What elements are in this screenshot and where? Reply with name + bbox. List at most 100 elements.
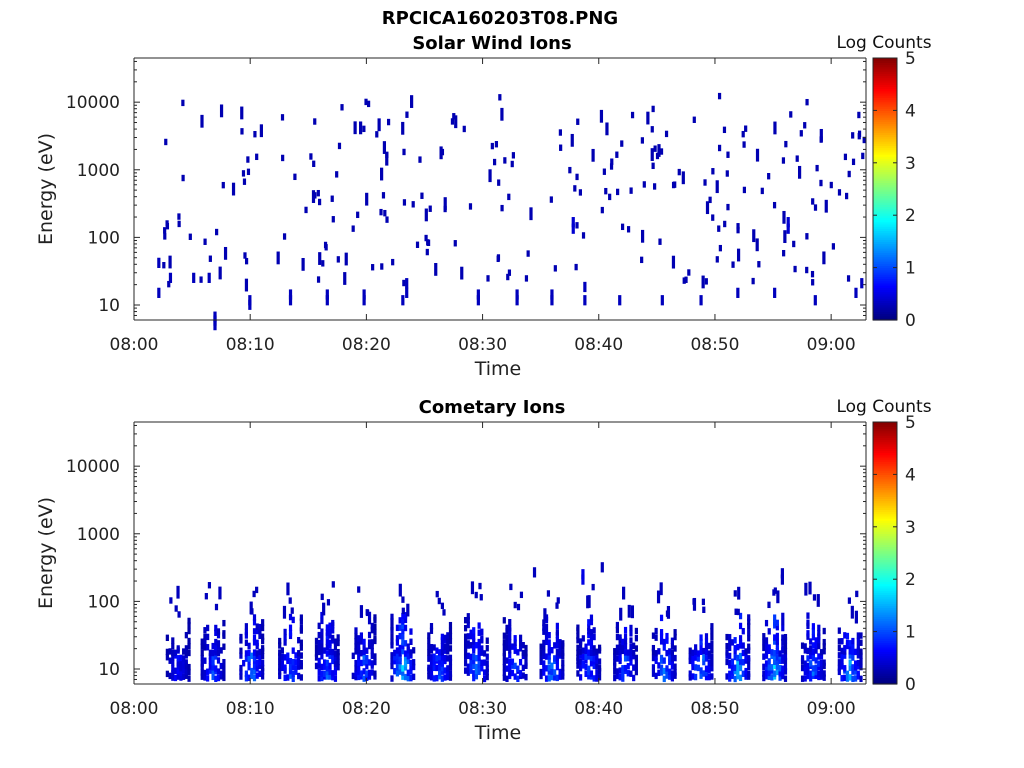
heatmap-cell — [440, 643, 444, 650]
heatmap-cell — [239, 652, 243, 659]
heatmap-cell — [595, 653, 599, 661]
colorbar-band — [873, 498, 897, 502]
heatmap-cell — [704, 655, 709, 662]
heatmap-cell — [555, 649, 559, 656]
heatmap-cell — [331, 581, 335, 588]
heatmap-cell — [502, 617, 506, 624]
heatmap-cell — [733, 668, 737, 675]
heatmap-cell — [773, 287, 777, 298]
colorbar-band — [873, 485, 897, 489]
heatmap-cell — [800, 658, 805, 665]
colorbar-band — [873, 267, 897, 271]
heatmap-cell — [688, 647, 692, 654]
colorbar-band — [873, 533, 897, 537]
colorbar-band — [873, 432, 897, 436]
heatmap-cell — [403, 673, 408, 681]
colorbar-band — [873, 84, 897, 87]
heatmap-cell — [558, 650, 562, 657]
heatmap-cell — [803, 643, 807, 650]
heatmap-cell — [848, 659, 852, 666]
heatmap-cell — [859, 663, 863, 671]
heatmap-cell — [843, 632, 847, 639]
heatmap-cell — [670, 637, 674, 644]
heatmap-cell — [576, 644, 580, 652]
colorbar-band — [873, 230, 897, 234]
colorbar-band — [873, 618, 897, 622]
heatmap-cell — [331, 648, 335, 656]
heatmap-cell — [500, 204, 504, 212]
heatmap-cell — [317, 198, 322, 206]
heatmap-cell — [764, 637, 769, 644]
heatmap-cell — [711, 214, 715, 221]
colorbar-band — [873, 622, 897, 626]
heatmap-cell — [331, 657, 335, 665]
heatmap-cell — [550, 289, 554, 300]
heatmap-cell — [168, 272, 173, 283]
heatmap-cell — [814, 637, 818, 644]
heatmap-cell — [681, 171, 685, 185]
heatmap-cell — [440, 654, 444, 661]
heatmap-cell — [819, 665, 824, 672]
heatmap-cell — [707, 642, 711, 650]
heatmap-cell — [733, 637, 737, 644]
y-axis-label: Energy (eV) — [35, 497, 57, 609]
heatmap-cell — [424, 234, 428, 242]
heatmap-cell — [252, 619, 257, 626]
heatmap-cell — [668, 654, 672, 661]
heatmap-cell — [762, 633, 766, 640]
colorbar-tick-label: 5 — [905, 49, 916, 69]
heatmap-cell — [767, 628, 771, 635]
heatmap-cell — [702, 658, 706, 666]
heatmap-cell — [853, 648, 858, 656]
heatmap-cell — [587, 624, 591, 631]
colorbar-band — [873, 125, 897, 129]
heatmap-cell — [359, 670, 363, 677]
heatmap-cell — [816, 594, 820, 607]
heatmap-cell — [278, 642, 282, 649]
heatmap-cell — [634, 645, 638, 652]
colorbar-band — [873, 507, 897, 510]
heatmap-cell — [847, 597, 852, 604]
heatmap-cell — [542, 619, 546, 626]
heatmap-cell — [822, 251, 826, 265]
heatmap-cell — [723, 220, 727, 228]
heatmap-cell — [733, 664, 737, 671]
heatmap-cell — [513, 644, 517, 651]
heatmap-cell — [843, 652, 847, 659]
heatmap-cell — [668, 668, 672, 675]
heatmap-cell — [819, 136, 823, 143]
heatmap-cell — [670, 649, 674, 656]
heatmap-cell — [694, 648, 698, 656]
heatmap-cell — [278, 672, 282, 680]
heatmap-cell — [694, 644, 698, 651]
heatmap-cell — [613, 668, 617, 675]
heatmap-cell — [364, 98, 368, 106]
colorbar-band — [873, 465, 897, 469]
heatmap-cell — [583, 281, 587, 293]
heatmap-cell — [206, 668, 210, 675]
heatmap-cell — [810, 270, 815, 278]
heatmap-cell — [177, 220, 181, 228]
heatmap-cell — [778, 665, 782, 672]
heatmap-cell — [508, 652, 512, 659]
heatmap-cell — [806, 672, 810, 680]
heatmap-cell — [448, 654, 453, 662]
heatmap-cell — [446, 632, 450, 639]
colorbar-band — [873, 234, 897, 238]
colorbar-band — [873, 528, 897, 532]
heatmap-cell — [775, 632, 779, 640]
heatmap-cell — [773, 662, 777, 670]
heatmap-cell — [448, 627, 453, 635]
heatmap-cell — [320, 674, 324, 682]
heatmap-cell — [781, 634, 785, 641]
heatmap-cell — [694, 673, 698, 681]
panel-title: Cometary Ions — [419, 397, 566, 418]
colorbar-band — [873, 544, 897, 548]
heatmap-cell — [764, 652, 769, 659]
heatmap-cell — [764, 642, 769, 650]
heatmap-cell — [654, 653, 658, 661]
heatmap-cell — [278, 658, 282, 665]
heatmap-cell — [725, 170, 729, 177]
heatmap-cell — [259, 124, 263, 138]
colorbar-band — [873, 459, 897, 462]
